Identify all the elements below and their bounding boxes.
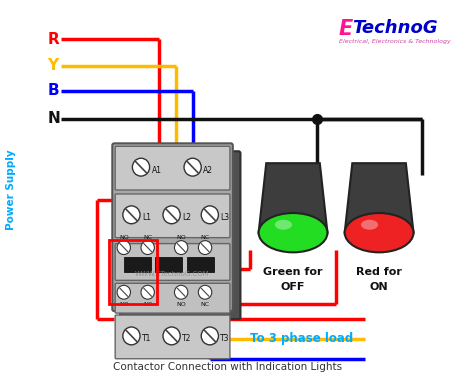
Text: ON: ON xyxy=(370,282,388,292)
Text: Green for: Green for xyxy=(263,268,323,277)
Text: WWW.ETechnoG.COM: WWW.ETechnoG.COM xyxy=(135,271,210,277)
Bar xyxy=(109,240,157,304)
Bar xyxy=(187,257,214,273)
Text: NO: NO xyxy=(176,235,186,240)
Text: T2: T2 xyxy=(182,334,191,343)
Circle shape xyxy=(174,241,188,255)
Text: Electrical, Electronics & Technology: Electrical, Electronics & Technology xyxy=(339,39,451,44)
Text: N: N xyxy=(47,111,60,126)
Text: Contactor Connection with Indication Lights: Contactor Connection with Indication Lig… xyxy=(113,362,343,372)
Ellipse shape xyxy=(361,220,378,230)
Text: L1: L1 xyxy=(142,213,151,222)
FancyBboxPatch shape xyxy=(115,315,230,359)
Circle shape xyxy=(199,285,212,299)
Text: R: R xyxy=(47,31,59,47)
FancyBboxPatch shape xyxy=(115,244,230,280)
Text: To 3 phase load: To 3 phase load xyxy=(250,332,353,345)
Circle shape xyxy=(123,327,140,345)
Text: T1: T1 xyxy=(142,334,151,343)
Circle shape xyxy=(163,327,180,345)
Text: Power Supply: Power Supply xyxy=(6,150,16,230)
Text: B: B xyxy=(47,83,59,98)
Text: NO: NO xyxy=(176,302,186,307)
Circle shape xyxy=(132,158,150,176)
Text: Red for: Red for xyxy=(356,268,402,277)
FancyBboxPatch shape xyxy=(115,283,230,313)
Circle shape xyxy=(201,327,219,345)
Circle shape xyxy=(174,285,188,299)
Text: A2: A2 xyxy=(203,166,213,175)
Bar xyxy=(155,257,182,273)
Ellipse shape xyxy=(345,213,413,252)
Text: L3: L3 xyxy=(220,213,229,222)
Ellipse shape xyxy=(259,213,328,252)
FancyBboxPatch shape xyxy=(115,194,230,238)
Text: NC: NC xyxy=(201,302,210,307)
Circle shape xyxy=(117,285,130,299)
Bar xyxy=(124,257,151,273)
Circle shape xyxy=(163,206,180,224)
Polygon shape xyxy=(259,163,328,233)
Circle shape xyxy=(117,241,130,255)
Text: L2: L2 xyxy=(182,213,191,222)
Circle shape xyxy=(123,206,140,224)
Text: NC: NC xyxy=(143,302,152,307)
Text: TechnoG: TechnoG xyxy=(352,19,438,37)
FancyBboxPatch shape xyxy=(112,143,233,311)
Circle shape xyxy=(201,206,219,224)
Text: E: E xyxy=(339,19,353,39)
Ellipse shape xyxy=(275,220,292,230)
FancyBboxPatch shape xyxy=(120,151,240,319)
Circle shape xyxy=(184,158,201,176)
Text: NC: NC xyxy=(201,235,210,240)
Circle shape xyxy=(141,241,155,255)
Text: T3: T3 xyxy=(220,334,230,343)
Polygon shape xyxy=(345,163,413,233)
Text: NO: NO xyxy=(119,302,128,307)
Text: NO: NO xyxy=(119,235,128,240)
FancyBboxPatch shape xyxy=(115,146,230,190)
Text: Y: Y xyxy=(47,58,58,74)
Text: OFF: OFF xyxy=(281,282,305,292)
Circle shape xyxy=(141,285,155,299)
Text: A1: A1 xyxy=(152,166,162,175)
Text: NC: NC xyxy=(143,235,152,240)
Circle shape xyxy=(199,241,212,255)
